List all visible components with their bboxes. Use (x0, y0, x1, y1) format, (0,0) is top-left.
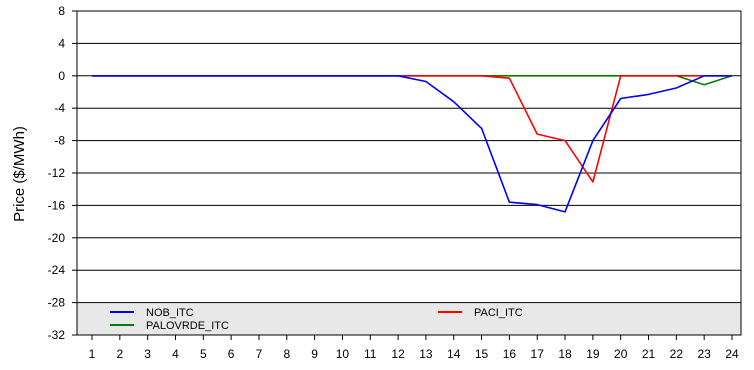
x-tick-label: 2 (116, 347, 123, 361)
x-tick-label: 1 (89, 347, 96, 361)
series-line-palovrde_itc (92, 75, 733, 86)
x-tick-label: 10 (336, 347, 350, 361)
x-tick-label: 4 (172, 347, 179, 361)
x-tick-labels: 1 2 3 4 5 6 7 8 9 10 11 12 13 14 15 16 17 18 19 20 21 22 23 24 (89, 335, 739, 361)
x-tick-label: 16 (503, 347, 517, 361)
y-axis-label: Price ($/MWh) (11, 126, 28, 222)
y-tick-label: -24 (48, 263, 66, 277)
x-tick-label: 15 (475, 347, 489, 361)
series-lines (92, 75, 733, 213)
x-tick-label: 21 (642, 347, 656, 361)
series-line-nob_itc (92, 75, 732, 213)
y-tick-labels: 8 4 0 -4 -8 -12 -16 -20 -24 -28 -32 (48, 4, 66, 342)
x-tick-label: 24 (725, 347, 739, 361)
plot-frame (76, 10, 742, 336)
x-tick-label: 7 (256, 347, 263, 361)
x-tick-label: 9 (311, 347, 318, 361)
y-tick-label: 8 (58, 4, 65, 18)
y-tick-label: -32 (48, 328, 66, 342)
legend-background (77, 303, 741, 335)
y-tick-label: -4 (54, 101, 65, 115)
y-tick-label: 0 (58, 69, 65, 83)
plot-border (76, 10, 742, 336)
x-tick-label: 19 (586, 347, 600, 361)
y-tick-label: -16 (48, 198, 66, 212)
x-tick-label: 6 (228, 347, 235, 361)
y-tick-label: 4 (58, 36, 65, 50)
x-tick-label: 3 (144, 347, 151, 361)
x-tick-label: 13 (419, 347, 433, 361)
x-tick-label: 17 (531, 347, 545, 361)
legend: NOB_ITC PACI_ITC PALOVRDE_ITC (110, 307, 523, 332)
x-tick-label: 22 (670, 347, 684, 361)
y-tick-label: -28 (48, 296, 66, 310)
gridlines (72, 10, 741, 336)
legend-label-paci_itc: PACI_ITC (474, 307, 523, 319)
x-tick-label: 11 (364, 347, 377, 361)
x-tick-label: 8 (283, 347, 290, 361)
y-tick-label: -12 (48, 166, 66, 180)
x-tick-label: 20 (614, 347, 628, 361)
legend-label-palovrde_itc: PALOVRDE_ITC (146, 320, 229, 332)
series-line-paci_itc (92, 75, 732, 183)
y-tick-label: -20 (48, 231, 66, 245)
x-tick-label: 14 (447, 347, 461, 361)
x-tick-label: 23 (697, 347, 711, 361)
x-tick-label: 5 (200, 347, 207, 361)
legend-label-nob_itc: NOB_ITC (146, 307, 194, 319)
x-tick-label: 18 (558, 347, 572, 361)
y-tick-label: -8 (54, 134, 65, 148)
x-tick-label: 12 (391, 347, 405, 361)
